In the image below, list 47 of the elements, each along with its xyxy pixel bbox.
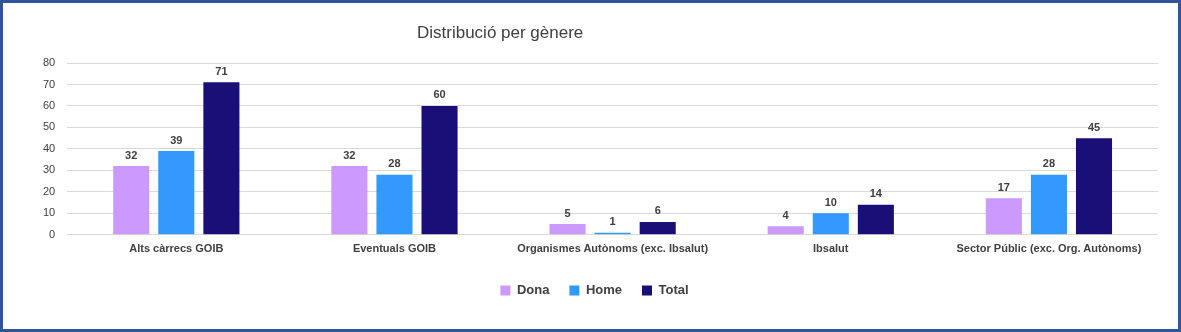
data-label: 14: [869, 187, 883, 200]
data-label: 5: [564, 206, 571, 219]
data-label: 17: [997, 180, 1010, 193]
data-label: 32: [343, 148, 356, 161]
y-tick-label: 70: [42, 77, 56, 90]
bar: [158, 151, 195, 235]
x-tick-label: Ibsalut: [813, 242, 849, 255]
x-tick-label: Alts càrrecs GOIB: [129, 242, 224, 255]
y-tick-label: 30: [42, 163, 56, 176]
data-label: 60: [433, 88, 446, 101]
legend-label: Dona: [516, 282, 551, 298]
x-tick-label: Eventuals GOIB: [352, 242, 437, 255]
data-label: 6: [654, 204, 661, 217]
chart-title: Distribució per gènere: [417, 23, 584, 43]
data-label: 39: [170, 133, 183, 146]
data-label: 10: [824, 195, 837, 208]
bar: [549, 224, 586, 235]
bar: [421, 105, 458, 235]
bar: [812, 213, 849, 235]
data-label: 32: [125, 148, 138, 161]
data-label: 71: [215, 64, 228, 77]
data-label: 1: [609, 215, 616, 228]
x-tick-label: Organismes Autònoms (exc. Ibsalut): [517, 242, 709, 255]
bar: [203, 82, 240, 235]
data-label: 4: [782, 208, 790, 221]
bar: [1030, 174, 1067, 235]
bar: [767, 226, 804, 235]
y-tick-label: 20: [42, 184, 56, 197]
y-tick-label: 60: [42, 98, 56, 111]
bar: [857, 204, 894, 235]
bar: [376, 174, 413, 235]
bar: [1075, 138, 1113, 235]
legend-label: Home: [585, 282, 623, 298]
x-tick-label: Sector Públic (exc. Org. Autònoms): [956, 242, 1142, 255]
bar: [639, 221, 676, 235]
bar: [113, 166, 150, 235]
legend-label: Total: [658, 282, 689, 298]
data-label: 45: [1087, 120, 1101, 133]
data-label: 28: [388, 157, 401, 170]
bar: [331, 166, 368, 235]
bar: [985, 198, 1022, 235]
y-tick-label: 80: [42, 56, 56, 69]
y-tick-label: 50: [42, 120, 56, 133]
data-label: 28: [1042, 157, 1056, 170]
y-tick-label: 10: [42, 206, 56, 219]
y-tick-label: 40: [42, 141, 56, 154]
y-tick-label: 0: [49, 227, 56, 240]
